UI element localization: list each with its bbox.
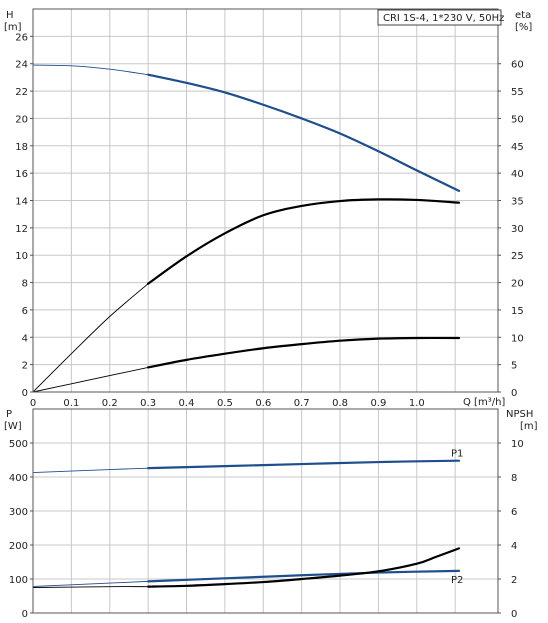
top-tick-layer: 0246810121416182022242605101520253035404… [15,32,523,409]
y-left-tick-label: 300 [9,507,28,518]
top-panel: 0246810121416182022242605101520253035404… [4,8,532,409]
x-tick-label: 0.3 [140,398,156,409]
series-label-p1: P1 [451,449,463,460]
series-line-top-2-thin [32,366,149,393]
y-left-tick-label: 12 [15,224,28,235]
y-right-tick-label: 45 [511,142,524,153]
legend-box-frame [377,9,502,26]
y-left-tick-label: 500 [9,439,28,450]
series-line-bottom-2-thick [147,547,461,588]
bottom-tick-layer: 0 100 200 300 400 500 0 2 4 6 8 10 [9,439,524,620]
y-left-tick-label: 14 [15,197,28,208]
y-left-tick-label: 0 [22,609,28,620]
y-right-tick-label: 2 [511,575,517,586]
y-left-tick-label: 400 [9,473,28,484]
y-left-tick-label: 4 [22,333,28,344]
series-line-bottom-2-thin [32,586,149,588]
y-right-tick-label: 5 [511,361,517,372]
x-tick-label: 0.7 [294,398,310,409]
y-right-tick-label: 50 [511,114,524,125]
bottom-ylabel-left-line2: [W] [4,421,22,432]
y-right-tick-label: 25 [511,251,524,262]
bottom-panel: 0 100 200 300 400 500 0 2 4 6 8 10 P [W] NPSH [m] P… [4,408,538,620]
top-series-layer [32,64,461,393]
x-tick-label: 0.1 [63,398,79,409]
y-left-tick-label: 26 [15,32,28,43]
y-left-tick-label: 2 [22,361,28,372]
series-line-top-0-thin [32,64,149,76]
y-right-tick-label: 30 [511,224,524,235]
bottom-ylabel-right-line2: [m] [520,421,538,432]
y-left-tick-label: 18 [15,142,28,153]
series-line-bottom-1-thin [32,580,149,587]
x-tick-label: 0.9 [370,398,386,409]
top-ylabel-left-line2: [m] [4,22,22,33]
y-left-tick-label: 10 [15,251,28,262]
series-line-bottom-1-thick [147,569,461,583]
y-right-tick-label: 0 [511,388,517,399]
y-right-tick-label: 8 [511,473,517,484]
bottom-series-layer [32,459,461,588]
x-axis-label: Q [m³/h] [463,397,505,408]
series-line-top-1-thick [147,198,461,285]
x-tick-label: 0.6 [255,398,271,409]
y-left-tick-label: 100 [9,575,28,586]
y-left-tick-label: 22 [15,87,28,98]
series-line-bottom-0-thick [147,459,461,470]
x-tick-label: 1.0 [409,398,425,409]
series-line-top-1-thin [32,283,149,393]
y-right-tick-label: 15 [511,306,524,317]
series-line-top-0-thick [147,73,461,193]
y-right-tick-label: 10 [511,439,524,450]
bottom-ylabel-right-line1: NPSH [506,409,533,420]
bottom-ylabel-left-line1: P [6,409,12,420]
x-tick-label: 0.2 [102,398,118,409]
series-line-top-2-thick [147,336,461,369]
x-tick-label: 0.4 [179,398,195,409]
y-left-tick-label: 200 [9,541,28,552]
y-right-tick-label: 4 [511,541,517,552]
series-line-bottom-0-thin [32,467,149,474]
y-right-tick-label: 35 [511,197,524,208]
top-ylabel-right-line2: [%] [515,22,532,33]
top-ylabel-right-line1: eta [515,10,531,21]
y-left-tick-label: 6 [22,306,28,317]
y-right-tick-label: 6 [511,507,517,518]
y-right-tick-label: 20 [511,279,524,290]
y-left-tick-label: 8 [22,279,28,290]
legend-box-text: CRI 1S-4, 1*230 V, 50Hz [383,13,504,24]
top-ylabel-left-line1: H [6,10,14,21]
x-tick-label: 0 [30,398,36,409]
y-right-tick-label: 55 [511,87,524,98]
y-left-tick-label: 0 [22,388,28,399]
y-right-tick-label: 10 [511,333,524,344]
y-right-tick-label: 0 [511,609,517,620]
y-left-tick-label: 20 [15,114,28,125]
series-label-p2: P2 [451,575,463,586]
legend-box: CRI 1S-4, 1*230 V, 50Hz [377,9,504,26]
x-tick-label: 0.8 [332,398,348,409]
y-left-tick-label: 24 [15,60,28,71]
y-left-tick-label: 16 [15,169,28,180]
y-right-tick-label: 40 [511,169,524,180]
x-tick-label: 0.5 [217,398,233,409]
y-right-tick-label: 60 [511,60,524,71]
